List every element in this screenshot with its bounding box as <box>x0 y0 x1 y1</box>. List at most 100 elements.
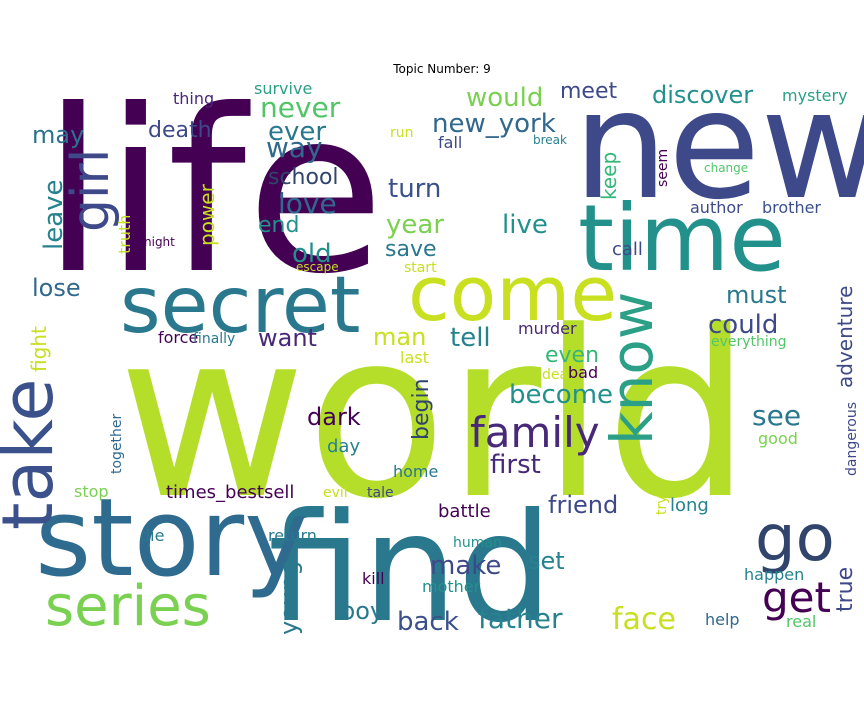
word-brother: brother <box>762 198 821 217</box>
word-may: may <box>32 121 84 149</box>
word-young: young <box>275 560 303 635</box>
word-tell: tell <box>450 323 491 353</box>
word-real: real <box>786 612 816 631</box>
word-battle: battle <box>438 501 491 522</box>
word-family: family <box>470 408 600 457</box>
word-leave: leave <box>39 179 69 250</box>
word-back: back <box>397 607 459 637</box>
word-true: true <box>833 567 858 612</box>
word-happen: happen <box>744 565 804 584</box>
word-long: long <box>670 495 709 516</box>
word-seem: seem <box>655 149 671 187</box>
word-evil: evil <box>323 485 348 501</box>
word-make: make <box>430 551 501 581</box>
word-tale: tale <box>367 485 394 501</box>
word-run: run <box>390 125 414 141</box>
word-new-york: new_york <box>432 109 556 139</box>
word-series: series <box>45 574 211 639</box>
word-dangerous: dangerous <box>844 402 860 476</box>
word-girl: girl <box>61 149 121 232</box>
word-death: death <box>148 118 212 143</box>
word-set: set <box>528 547 565 575</box>
word-take: take <box>0 379 69 530</box>
word-ever: ever <box>268 117 326 147</box>
word-life: life <box>42 62 385 324</box>
word-end: end <box>258 213 299 238</box>
word-father: father <box>478 602 563 635</box>
word-bad: bad <box>568 363 598 382</box>
word-fight: fight <box>27 326 51 372</box>
word-try: try <box>654 495 670 515</box>
word-dark: dark <box>307 403 361 431</box>
word-kill: kill <box>362 569 385 588</box>
word-keep: keep <box>597 152 621 200</box>
word-man: man <box>373 323 426 351</box>
word-power: power <box>195 183 219 246</box>
word-force: force <box>158 328 198 347</box>
word-survive: survive <box>254 79 312 98</box>
word-time: time <box>578 185 786 292</box>
word-love: love <box>278 187 337 220</box>
word-live: live <box>502 210 548 240</box>
word-break: break <box>533 133 567 147</box>
word-go: go <box>755 502 835 576</box>
word-friend: friend <box>548 491 618 519</box>
word-adventure: adventure <box>833 286 857 388</box>
word-everything: everything <box>711 334 787 350</box>
word-times-bestsell: times_bestsell <box>166 482 294 503</box>
word-story: story <box>35 476 308 601</box>
word-year: year <box>386 210 444 240</box>
word-dead: dead <box>542 367 577 383</box>
word-begin: begin <box>409 378 434 440</box>
word-return: return <box>268 526 317 545</box>
word-new: new <box>573 59 864 233</box>
word-good: good <box>758 429 798 448</box>
word-night: night <box>144 235 175 249</box>
word-day: day <box>327 436 360 457</box>
word-die: die <box>140 526 164 545</box>
word-change: change <box>704 161 748 175</box>
word-must: must <box>726 281 787 309</box>
word-finally: finally <box>193 331 235 347</box>
word-truth: truth <box>115 215 134 254</box>
word-mother: mother <box>422 577 481 596</box>
word-together: together <box>109 413 125 474</box>
word-lose: lose <box>32 274 81 302</box>
word-see: see <box>752 399 801 432</box>
word-world: world <box>118 283 751 550</box>
word-first: first <box>490 450 541 480</box>
word-save: save <box>385 237 437 262</box>
word-school: school <box>268 165 339 190</box>
word-fall: fall <box>438 133 462 152</box>
page-title: Topic Number: 9 <box>393 62 491 76</box>
word-never: never <box>260 91 341 124</box>
word-even: even <box>545 343 599 368</box>
word-human: human <box>453 535 502 551</box>
word-turn: turn <box>388 174 441 204</box>
word-last: last <box>400 348 429 367</box>
word-help: help <box>705 610 740 629</box>
word-murder: murder <box>518 319 577 338</box>
word-mystery: mystery <box>782 86 848 105</box>
word-call: call <box>612 239 643 260</box>
word-secret: secret <box>120 261 360 351</box>
word-boy: boy <box>340 597 384 625</box>
word-way: way <box>266 131 323 164</box>
word-would: would <box>466 83 543 113</box>
word-meet: meet <box>560 79 618 104</box>
word-start: start <box>404 260 437 276</box>
word-know: know <box>598 292 666 445</box>
word-stop: stop <box>74 482 109 501</box>
word-find: find <box>268 482 553 656</box>
word-become: become <box>509 380 613 410</box>
word-author: author <box>690 198 743 217</box>
word-get: get <box>762 573 831 622</box>
word-face: face <box>612 602 676 637</box>
word-thing: thing <box>173 89 214 108</box>
word-come: come <box>408 249 617 338</box>
word-old: old <box>292 239 332 269</box>
word-home: home <box>393 462 438 481</box>
word-escape: escape <box>296 260 339 274</box>
